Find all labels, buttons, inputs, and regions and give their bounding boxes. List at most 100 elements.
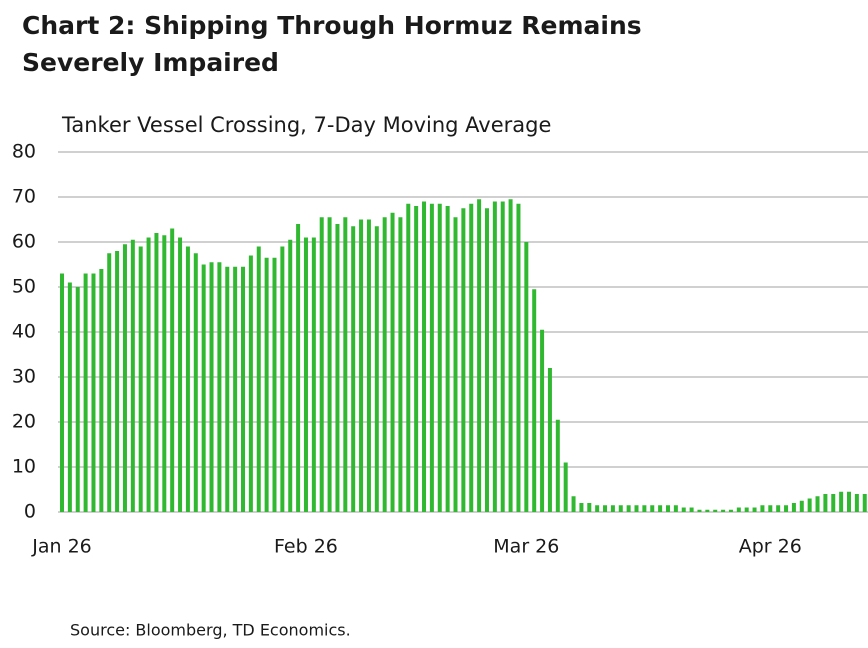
bar xyxy=(422,201,427,512)
bar xyxy=(681,507,686,512)
bar xyxy=(862,494,867,512)
bar xyxy=(343,217,348,512)
y-tick-label: 0 xyxy=(24,501,36,523)
bar xyxy=(547,368,552,512)
bar xyxy=(823,494,828,512)
bar xyxy=(351,226,356,512)
bar xyxy=(75,287,80,512)
bar xyxy=(130,239,135,512)
source-note: Source: Bloomberg, TD Economics. xyxy=(70,621,351,640)
bar xyxy=(429,203,434,512)
bar xyxy=(225,266,230,512)
x-tick-label: Mar 26 xyxy=(493,536,559,558)
bar xyxy=(634,505,639,512)
bar xyxy=(193,253,198,512)
bar xyxy=(374,226,379,512)
bar xyxy=(839,491,844,512)
bar xyxy=(256,246,261,512)
y-tick-label: 60 xyxy=(12,231,36,253)
bar xyxy=(587,503,592,512)
bar xyxy=(484,208,489,512)
bar xyxy=(67,282,72,512)
chart-title: Chart 2: Shipping Through Hormuz Remains xyxy=(22,11,642,40)
bar xyxy=(319,217,324,512)
y-tick-label: 80 xyxy=(12,141,36,163)
bar xyxy=(768,505,773,512)
bar xyxy=(138,246,143,512)
bar xyxy=(728,509,733,512)
bar xyxy=(233,266,238,512)
y-tick-label: 50 xyxy=(12,276,36,298)
bar xyxy=(516,203,521,512)
bar xyxy=(831,494,836,512)
bar xyxy=(815,496,820,512)
x-tick-label: Jan 26 xyxy=(31,536,92,558)
bar xyxy=(382,217,387,512)
bar xyxy=(201,264,206,512)
bar xyxy=(705,509,710,512)
bar xyxy=(555,419,560,512)
chart-subtitle: Tanker Vessel Crossing, 7-Day Moving Ave… xyxy=(61,113,551,137)
bar xyxy=(658,505,663,512)
x-tick-label: Apr 26 xyxy=(739,536,802,558)
bar xyxy=(453,217,458,512)
bar xyxy=(736,507,741,512)
bar xyxy=(185,246,190,512)
bar xyxy=(508,199,513,512)
bar xyxy=(178,237,183,512)
bar xyxy=(107,253,112,512)
bar xyxy=(264,257,269,512)
bar xyxy=(91,273,96,512)
bar xyxy=(217,262,222,512)
y-tick-label: 20 xyxy=(12,411,36,433)
bar xyxy=(445,206,450,512)
bar xyxy=(288,239,293,512)
bar xyxy=(296,224,301,512)
bar xyxy=(579,503,584,512)
bar xyxy=(650,505,655,512)
bar xyxy=(390,212,395,512)
bar xyxy=(162,235,167,512)
bar xyxy=(854,494,859,512)
bar xyxy=(154,233,159,512)
bar xyxy=(500,201,505,512)
bar xyxy=(784,505,789,512)
bar xyxy=(618,505,623,512)
bar xyxy=(532,289,537,512)
y-tick-label: 10 xyxy=(12,456,36,478)
bar xyxy=(303,237,308,512)
bar xyxy=(366,219,371,512)
bar xyxy=(776,505,781,512)
bar xyxy=(524,242,529,512)
bar xyxy=(122,244,127,512)
bar xyxy=(272,257,277,512)
bar xyxy=(99,269,104,512)
bar xyxy=(760,505,765,512)
bar xyxy=(721,509,726,512)
bar xyxy=(595,505,600,512)
bar xyxy=(359,219,364,512)
bar xyxy=(280,246,285,512)
bar xyxy=(398,217,403,512)
bar xyxy=(492,201,497,512)
chart-title: Severely Impaired xyxy=(22,48,279,77)
bar xyxy=(241,266,246,512)
bar xyxy=(744,507,749,512)
bar xyxy=(146,237,151,512)
bar xyxy=(689,507,694,512)
bar xyxy=(665,505,670,512)
bar xyxy=(170,228,175,512)
bar xyxy=(477,199,482,512)
bar xyxy=(335,224,340,512)
bar xyxy=(571,496,576,512)
bar xyxy=(437,203,442,512)
bar xyxy=(642,505,647,512)
bar xyxy=(115,251,120,512)
bar xyxy=(414,206,419,512)
bar xyxy=(847,491,851,512)
bar xyxy=(713,509,718,512)
bar xyxy=(83,273,88,512)
bar xyxy=(311,237,316,512)
